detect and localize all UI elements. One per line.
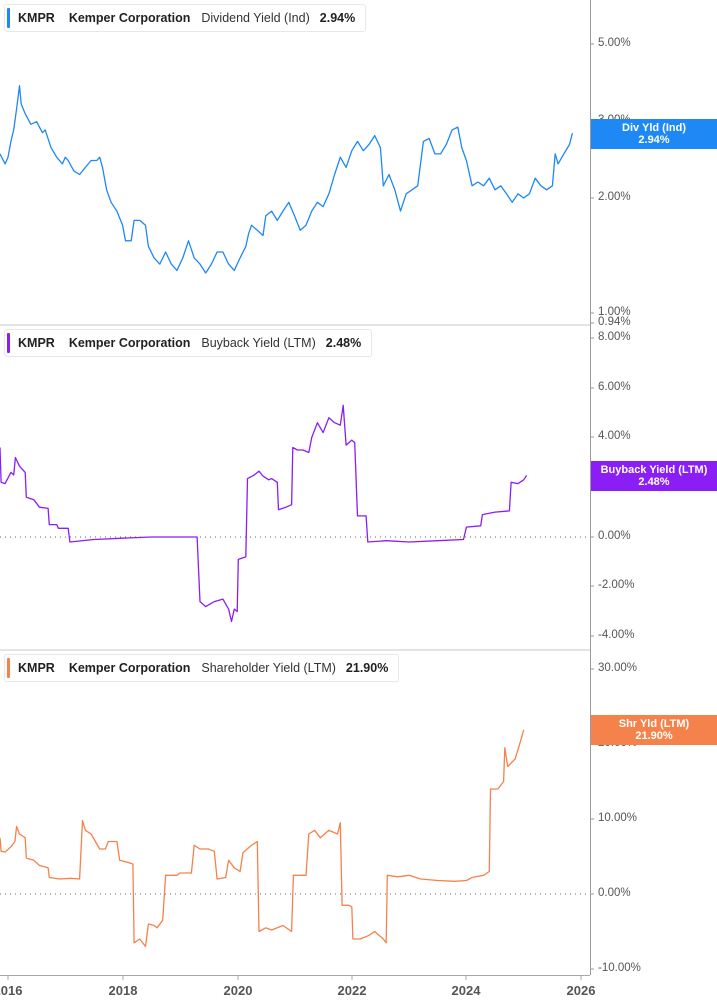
y-tick-label: 2.00% [598, 191, 631, 203]
series-color-marker [7, 333, 10, 353]
dividend-yield-line [0, 85, 574, 274]
tag-value: 21.90% [635, 730, 673, 742]
y-tick-label: 0.94% [598, 316, 631, 328]
y-tick-label: 0.00% [598, 887, 631, 899]
current-value-tag-shareholder: Shr Yld (LTM) 21.90% [591, 715, 717, 745]
y-tick-label: 1.00% [598, 306, 631, 318]
x-tick-label: 2018 [108, 983, 138, 998]
metric-name: Buyback Yield (LTM) [201, 336, 316, 350]
ticker-label: KMPR [18, 336, 55, 350]
y-tick-label: -4.00% [598, 629, 635, 641]
x-tick-label: 2022 [337, 983, 367, 998]
tag-value: 2.94% [638, 134, 670, 146]
metric-name: Dividend Yield (Ind) [201, 11, 310, 25]
current-value-tag-buyback: Buyback Yield (LTM) 2.48% [591, 461, 717, 491]
metric-value: 2.94% [319, 11, 356, 25]
y-tick-label: 10.00% [598, 812, 638, 824]
tag-label: Shr Yld (LTM) [618, 718, 690, 730]
y-tick-label: 4.00% [598, 430, 631, 442]
metric-name: Shareholder Yield (LTM) [201, 661, 336, 675]
metric-value: 2.48% [325, 336, 362, 350]
series-color-marker [7, 8, 10, 28]
panel-header-buyback: KMPR Kemper Corporation Buyback Yield (L… [4, 329, 373, 357]
ticker-label: KMPR [18, 661, 55, 675]
company-name: Kemper Corporation [68, 661, 191, 675]
tag-label: Div Yld (Ind) [622, 122, 686, 134]
x-tick-label: 2026 [566, 983, 596, 998]
panel-header-dividend: KMPR Kemper Corporation Dividend Yield (… [4, 4, 367, 32]
x-tick-label: 2024 [451, 983, 481, 998]
metric-value: 21.90% [345, 661, 389, 675]
series-color-marker [7, 658, 10, 678]
x-tick-label: 2016 [0, 983, 23, 998]
y-tick-label: 6.00% [598, 381, 631, 393]
axis-ticks [7, 43, 594, 980]
y-tick-label: -2.00% [598, 579, 635, 591]
shareholder-yield-line [0, 729, 525, 948]
buyback-yield-line [0, 404, 528, 623]
y-tick-label: 5.00% [598, 37, 631, 49]
tag-label: Buyback Yield (LTM) [600, 464, 708, 476]
tag-value: 2.48% [638, 476, 670, 488]
y-tick-label: 8.00% [598, 331, 631, 343]
y-tick-label: 0.00% [598, 530, 631, 542]
y-tick-label: 30.00% [598, 662, 638, 674]
current-value-tag-dividend: Div Yld (Ind) 2.94% [591, 119, 717, 149]
x-tick-label: 2020 [223, 983, 253, 998]
y-tick-label: -10.00% [598, 962, 641, 974]
panel-header-shareholder: KMPR Kemper Corporation Shareholder Yiel… [4, 654, 400, 682]
company-name: Kemper Corporation [68, 336, 191, 350]
ticker-label: KMPR [18, 11, 55, 25]
company-name: Kemper Corporation [68, 11, 191, 25]
